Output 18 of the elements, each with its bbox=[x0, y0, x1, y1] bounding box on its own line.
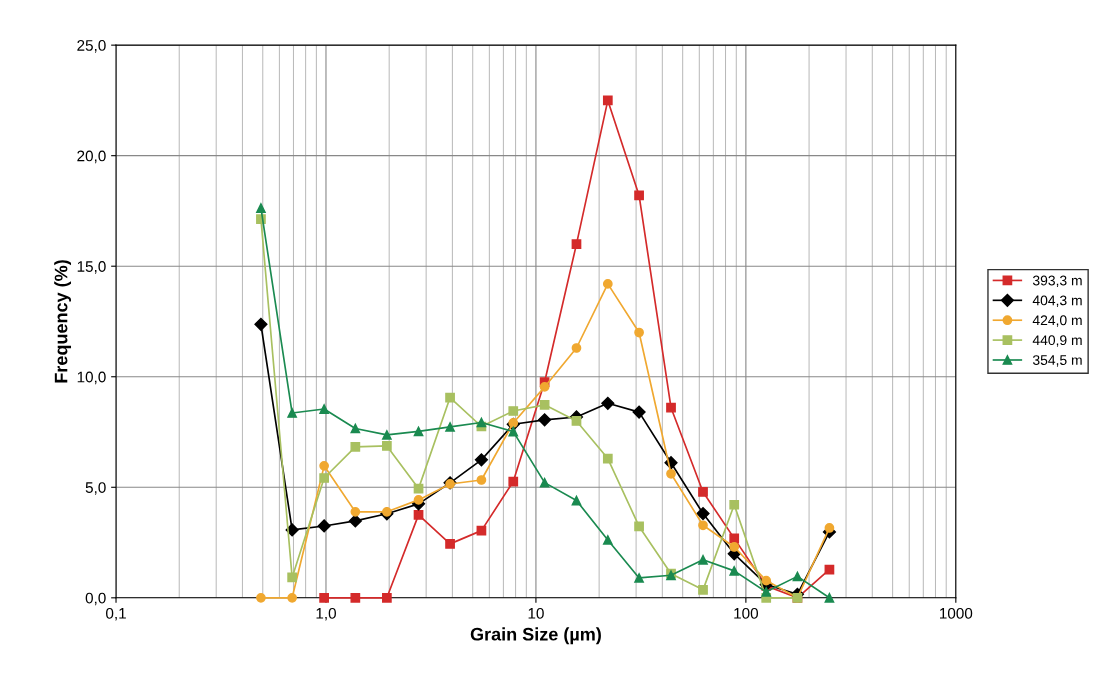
y-tick-label: 0,0 bbox=[85, 592, 106, 606]
x-tick-label: 0,1 bbox=[106, 607, 126, 621]
legend-label: 424,0 m bbox=[1032, 315, 1082, 327]
x-tick-label: 100 bbox=[734, 607, 759, 619]
y-tick-label: 25,0 bbox=[77, 40, 106, 53]
y-tick-label: 15,0 bbox=[77, 261, 106, 274]
y-axis-title: Frequency (%) bbox=[54, 260, 72, 383]
legend-label: 404,3 m bbox=[1032, 295, 1082, 307]
x-tick-label: 10 bbox=[528, 607, 544, 619]
legend-label: 354,5 m bbox=[1032, 355, 1082, 367]
legend-label: 440,9 m bbox=[1032, 335, 1082, 347]
x-tick-label: 1,0 bbox=[316, 607, 336, 621]
x-axis-title: Grain Size (µm) bbox=[470, 627, 601, 645]
y-tick-label: 5,0 bbox=[85, 482, 106, 495]
legend-label: 393,3 m bbox=[1032, 275, 1082, 288]
x-tick-label: 1000 bbox=[940, 607, 973, 619]
y-tick-label: 10,0 bbox=[77, 371, 106, 385]
y-tick-label: 20,0 bbox=[77, 150, 106, 164]
